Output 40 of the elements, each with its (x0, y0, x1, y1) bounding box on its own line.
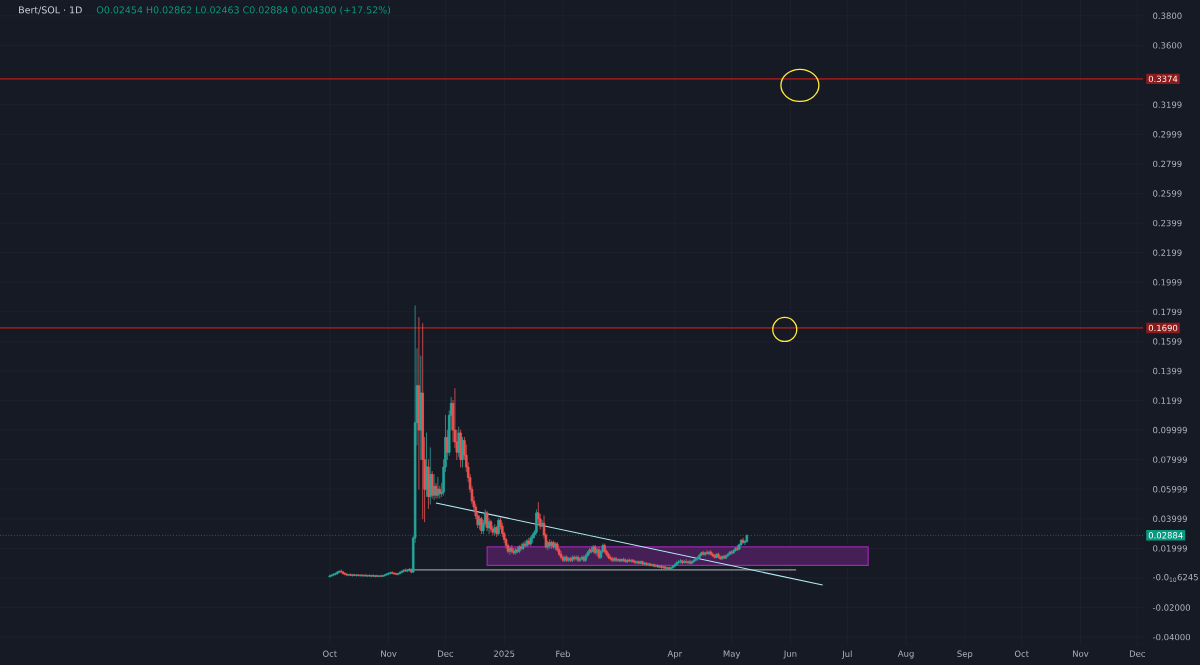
y-tick-label: 0.05999 (1153, 486, 1187, 493)
x-tick-label: Oct (1014, 650, 1029, 657)
y-tick-label: 0.2199 (1153, 249, 1182, 256)
y-tick-label: 0.2999 (1153, 131, 1182, 138)
y-tick-label: 0.3199 (1153, 101, 1182, 108)
y-tick-label: 0.1199 (1153, 397, 1182, 404)
y-tick-label: 0.03999 (1153, 515, 1187, 523)
x-tick-label: Feb (556, 650, 570, 658)
ref-line-label: 0.02884 (1148, 532, 1183, 539)
x-tick-label: Nov (381, 650, 397, 657)
y-tick-label: -0.04000 (1152, 633, 1191, 641)
x-tick-label: Jun (783, 650, 797, 659)
y-tick-label: 0.3600 (1153, 42, 1182, 49)
x-tick-label: Apr (667, 650, 683, 659)
x-tick-label: Dec (1129, 650, 1145, 657)
y-tick-label: 0.2799 (1153, 160, 1182, 168)
y-tick-label: -0.0$_{10}$6245 (1152, 573, 1198, 582)
x-tick-label: Nov (1073, 650, 1089, 657)
ref-line-label: 0.1690 (1148, 324, 1178, 332)
y-tick-label: 0.3800 (1153, 12, 1182, 20)
text: Bert/SOL · 1D (19, 6, 82, 15)
y-tick-label: 0.1999 (1153, 279, 1182, 286)
ref-line-label: 0.3374 (1148, 75, 1178, 83)
x-tick-label: May (723, 650, 741, 659)
y-tick-label: 0.2599 (1153, 190, 1182, 197)
x-tick-label: Sep (957, 650, 973, 659)
x-tick-label: Aug (897, 650, 914, 659)
y-tick-label: 0.01999 (1153, 545, 1187, 552)
y-tick-label: 0.07999 (1153, 456, 1187, 463)
x-tick-label: Dec (438, 650, 454, 657)
annotation: O0.02454 H0.02862 L0.02463 C0.02884 0.004300 (+17.52%) (96, 6, 391, 15)
y-tick-label: 0.2399 (1153, 219, 1182, 227)
y-tick-label: 0.1599 (1153, 338, 1182, 345)
y-tick-label: 0.09999 (1153, 426, 1187, 434)
y-tick-label: 0.1399 (1153, 367, 1182, 375)
x-tick-label: Jul (841, 650, 852, 659)
y-tick-label: 0.1799 (1153, 308, 1182, 316)
x-tick-label: Oct (322, 650, 337, 657)
y-tick-label: -0.02000 (1152, 604, 1191, 611)
x-tick-label: 2025 (494, 650, 515, 657)
